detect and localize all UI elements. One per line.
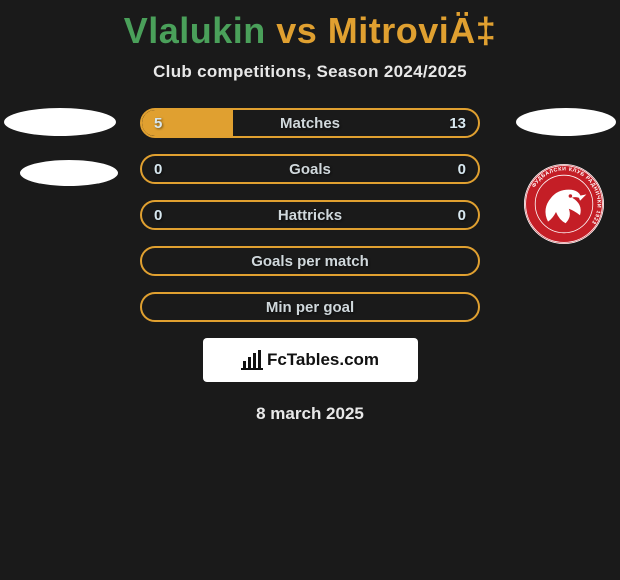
stat-pill: Min per goal xyxy=(140,292,480,322)
stat-row: 5 Matches 13 xyxy=(0,108,620,138)
stat-left-value: 0 xyxy=(154,207,162,224)
stat-right-value: 13 xyxy=(449,115,466,132)
vs-text: vs xyxy=(266,10,328,51)
stat-right-value: 0 xyxy=(458,161,466,178)
player-left-name: Vlalukin xyxy=(124,10,266,51)
stat-left-value: 0 xyxy=(154,161,162,178)
stat-right-value: 0 xyxy=(458,207,466,224)
stat-pill: 0 Goals 0 xyxy=(140,154,480,184)
stat-row: 0 Goals 0 xyxy=(0,154,620,184)
player-right-name: MitroviÄ‡ xyxy=(328,10,497,51)
date-text: 8 march 2025 xyxy=(0,404,620,424)
brand-text: FcTables.com xyxy=(267,350,379,370)
stat-left-value: 5 xyxy=(154,115,162,132)
stat-row: 0 Hattricks 0 xyxy=(0,200,620,230)
stat-label: Hattricks xyxy=(278,207,342,224)
stat-pill: 0 Hattricks 0 xyxy=(140,200,480,230)
stat-label: Goals xyxy=(289,161,331,178)
subtitle: Club competitions, Season 2024/2025 xyxy=(0,62,620,82)
brand-attribution[interactable]: FcTables.com xyxy=(203,338,418,382)
stat-pill: 5 Matches 13 xyxy=(140,108,480,138)
stat-label: Min per goal xyxy=(266,299,354,316)
stat-label: Goals per match xyxy=(251,253,369,270)
page-title: Vlalukin vs MitroviÄ‡ xyxy=(0,0,620,52)
stat-row: Min per goal xyxy=(0,292,620,322)
stat-label: Matches xyxy=(280,115,340,132)
bar-chart-icon xyxy=(241,350,263,370)
stat-pill: Goals per match xyxy=(140,246,480,276)
stats-container: ФУДБАЛСКИ КЛУБ РАДНИЧКИ 1923 5Matches130… xyxy=(0,108,620,322)
stat-row: Goals per match xyxy=(0,246,620,276)
